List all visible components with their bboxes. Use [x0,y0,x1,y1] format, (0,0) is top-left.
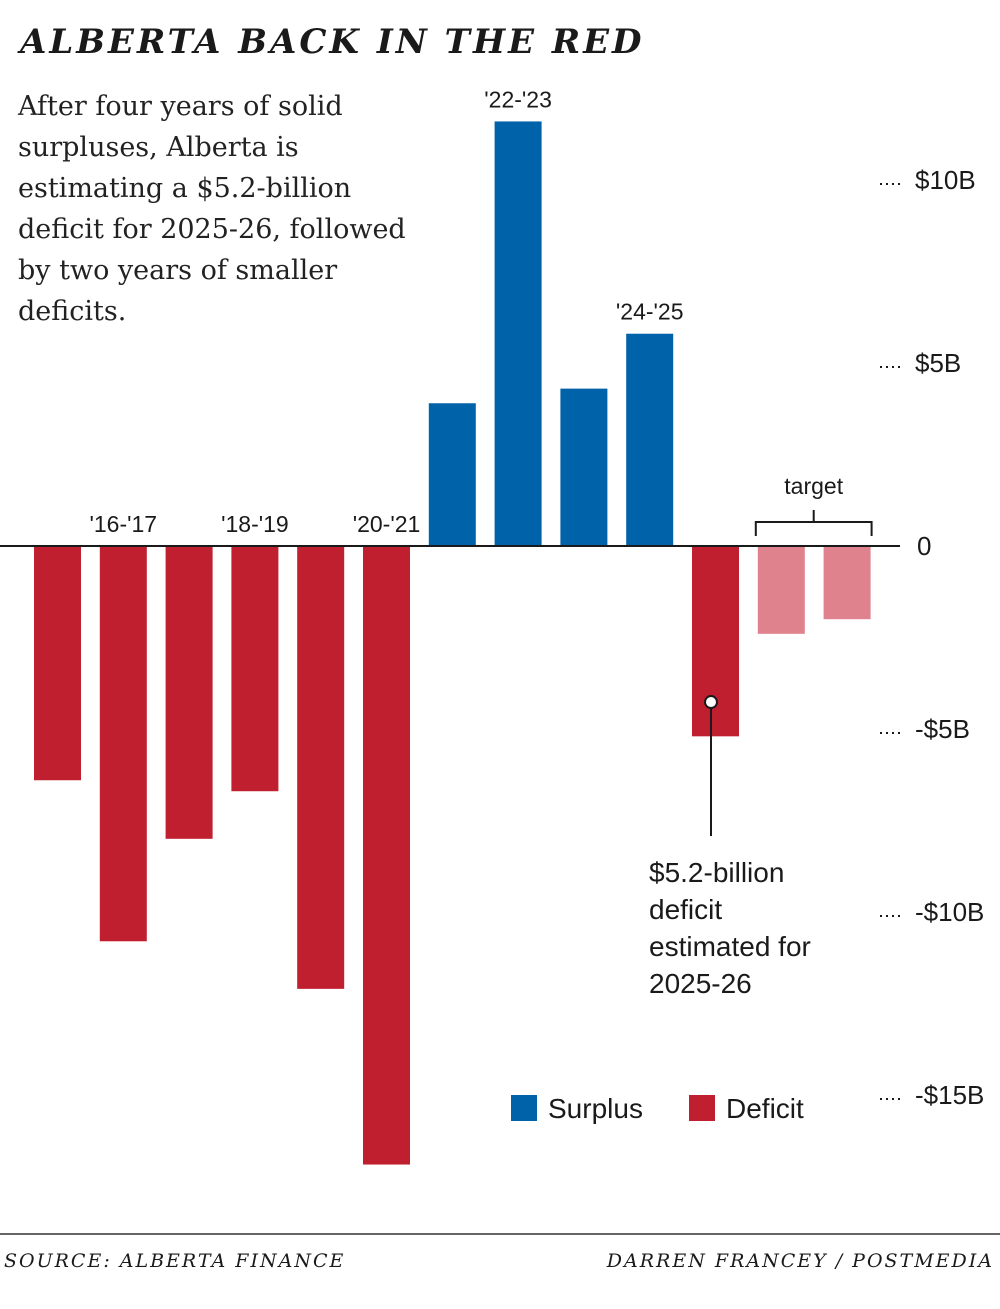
source-credit: SOURCE: ALBERTA FINANCE [4,1250,346,1272]
ytick-label: $5B [915,348,961,378]
footer-divider [0,1233,1000,1235]
legend-label-deficit: Deficit [726,1093,804,1124]
bar-label: '18-'19 [221,511,289,537]
bar-label: '22-'23 [484,86,552,112]
legend-swatch-surplus [511,1095,537,1121]
ytick-label: -$5B [915,714,970,744]
ytick-label: 0 [917,531,931,561]
legend-label-surplus: Surplus [548,1093,643,1124]
author-credit: DARREN FRANCEY / POSTMEDIA [606,1250,994,1272]
bar-2015-16-deficit [34,546,81,781]
target-bracket [754,510,873,536]
bar-chart: $10B $5B 0 -$5B -$10B -$15B '16-'17 '18-'19 '20-… [0,86,984,1165]
bar-2027-28-target [823,546,871,620]
target-label: target [784,473,843,499]
chart-title: ALBERTA BACK IN THE RED [20,22,645,62]
bar-2019-20-deficit [297,546,345,989]
bar-2025-26-deficit [692,546,739,737]
bar-2016-17-deficit [99,546,147,942]
bar-2018-19-deficit [231,546,279,792]
intro-text: After four years of solid surpluses, Alb… [18,91,406,327]
annotation-text: estimated for [649,931,811,962]
annotation-text: deficit [649,894,722,925]
annotation-text: 2025-26 [649,968,752,999]
bar-2017-18-deficit [165,546,213,839]
bar-label: '16-'17 [89,511,157,537]
bar-2021-22-surplus [428,403,476,546]
bar-2023-24-surplus [560,388,608,546]
legend-swatch-deficit [689,1095,715,1121]
bar-2024-25-surplus [626,333,674,546]
annotation-pointer-dot [704,695,718,710]
bar-2026-27-target [757,546,805,634]
ytick-label: -$15B [915,1080,984,1110]
bar-label: '24-'25 [616,299,684,325]
bar-2022-23-surplus [494,121,542,546]
bar-label: '20-'21 [353,511,421,537]
ytick-label: -$10B [915,897,984,927]
ytick-label: $10B [915,165,976,195]
bar-2020-21-deficit [363,546,410,1165]
annotation-text: $5.2-billion [649,857,784,888]
